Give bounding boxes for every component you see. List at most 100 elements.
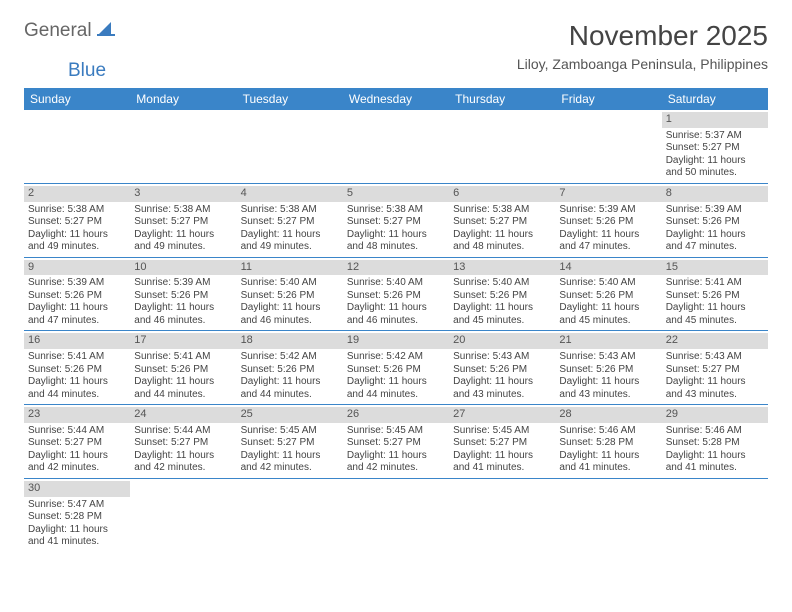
empty-cell <box>343 110 449 183</box>
day-details: Sunrise: 5:39 AM Sunset: 5:26 PM Dayligh… <box>28 277 126 327</box>
day-cell: 20Sunrise: 5:43 AM Sunset: 5:26 PM Dayli… <box>449 331 555 404</box>
day-cell: 30Sunrise: 5:47 AM Sunset: 5:28 PM Dayli… <box>24 479 130 552</box>
week-row: 16Sunrise: 5:41 AM Sunset: 5:26 PM Dayli… <box>24 331 768 405</box>
day-details: Sunrise: 5:46 AM Sunset: 5:28 PM Dayligh… <box>666 425 764 475</box>
day-header-saturday: Saturday <box>662 88 768 110</box>
day-details: Sunrise: 5:40 AM Sunset: 5:26 PM Dayligh… <box>559 277 657 327</box>
day-header-monday: Monday <box>130 88 236 110</box>
day-details: Sunrise: 5:39 AM Sunset: 5:26 PM Dayligh… <box>666 204 764 254</box>
day-cell: 29 Sunrise: 5:46 AM Sunset: 5:28 PM Dayli… <box>662 405 768 478</box>
day-header-thursday: Thursday <box>449 88 555 110</box>
day-number: 3 <box>130 186 236 202</box>
day-number: 16 <box>24 333 130 349</box>
week-row: 9Sunrise: 5:39 AM Sunset: 5:26 PM Daylig… <box>24 258 768 332</box>
day-cell: 26 Sunrise: 5:45 AM Sunset: 5:27 PM Dayli… <box>343 405 449 478</box>
day-header-row: SundayMondayTuesdayWednesdayThursdayFrid… <box>24 88 768 110</box>
empty-cell <box>237 110 343 183</box>
day-cell: 23Sunrise: 5:44 AM Sunset: 5:27 PM Dayli… <box>24 405 130 478</box>
day-number: 5 <box>343 186 449 202</box>
day-details: Sunrise: 5:45 AM Sunset: 5:27 PM Dayligh… <box>347 425 445 475</box>
day-number: 6 <box>449 186 555 202</box>
empty-cell <box>24 110 130 183</box>
day-details: Sunrise: 5:45 AM Sunset: 5:27 PM Dayligh… <box>241 425 339 475</box>
day-details: Sunrise: 5:44 AM Sunset: 5:27 PM Dayligh… <box>134 425 232 475</box>
day-cell: 10Sunrise: 5:39 AM Sunset: 5:26 PM Dayli… <box>130 258 236 331</box>
day-number: 2 <box>24 186 130 202</box>
day-number: 26 <box>343 407 449 423</box>
day-number: 1 <box>662 112 768 128</box>
day-details: Sunrise: 5:38 AM Sunset: 5:27 PM Dayligh… <box>241 204 339 254</box>
day-cell: 1 Sunrise: 5:37 AM Sunset: 5:27 PM Daylig… <box>662 110 768 183</box>
day-details: Sunrise: 5:40 AM Sunset: 5:26 PM Dayligh… <box>453 277 551 327</box>
day-details: Sunrise: 5:41 AM Sunset: 5:26 PM Dayligh… <box>666 277 764 327</box>
day-number: 14 <box>555 260 661 276</box>
day-details: Sunrise: 5:39 AM Sunset: 5:26 PM Dayligh… <box>134 277 232 327</box>
day-cell: 13Sunrise: 5:40 AM Sunset: 5:26 PM Dayli… <box>449 258 555 331</box>
day-cell: 15Sunrise: 5:41 AM Sunset: 5:26 PM Dayli… <box>662 258 768 331</box>
logo: General <box>24 20 119 42</box>
day-details: Sunrise: 5:42 AM Sunset: 5:26 PM Dayligh… <box>241 351 339 401</box>
day-number: 19 <box>343 333 449 349</box>
empty-cell <box>555 110 661 183</box>
week-row: 2Sunrise: 5:38 AM Sunset: 5:27 PM Daylig… <box>24 184 768 258</box>
day-details: Sunrise: 5:38 AM Sunset: 5:27 PM Dayligh… <box>28 204 126 254</box>
day-number: 27 <box>449 407 555 423</box>
day-number: 15 <box>662 260 768 276</box>
day-details: Sunrise: 5:40 AM Sunset: 5:26 PM Dayligh… <box>347 277 445 327</box>
day-cell: 28 Sunrise: 5:46 AM Sunset: 5:28 PM Dayli… <box>555 405 661 478</box>
day-header-wednesday: Wednesday <box>343 88 449 110</box>
empty-cell <box>130 110 236 183</box>
day-details: Sunrise: 5:43 AM Sunset: 5:26 PM Dayligh… <box>559 351 657 401</box>
day-number: 29 <box>662 407 768 423</box>
day-number: 4 <box>237 186 343 202</box>
day-number: 13 <box>449 260 555 276</box>
empty-cell <box>449 110 555 183</box>
day-details: Sunrise: 5:43 AM Sunset: 5:27 PM Dayligh… <box>666 351 764 401</box>
day-cell: 8 Sunrise: 5:39 AM Sunset: 5:26 PM Daylig… <box>662 184 768 257</box>
day-header-friday: Friday <box>555 88 661 110</box>
day-number: 22 <box>662 333 768 349</box>
day-number: 9 <box>24 260 130 276</box>
empty-cell <box>343 479 449 552</box>
day-details: Sunrise: 5:39 AM Sunset: 5:26 PM Dayligh… <box>559 204 657 254</box>
day-cell: 24 Sunrise: 5:44 AM Sunset: 5:27 PM Dayli… <box>130 405 236 478</box>
day-details: Sunrise: 5:38 AM Sunset: 5:27 PM Dayligh… <box>134 204 232 254</box>
day-details: Sunrise: 5:46 AM Sunset: 5:28 PM Dayligh… <box>559 425 657 475</box>
week-row: 23Sunrise: 5:44 AM Sunset: 5:27 PM Dayli… <box>24 405 768 479</box>
empty-cell <box>237 479 343 552</box>
day-details: Sunrise: 5:42 AM Sunset: 5:26 PM Dayligh… <box>347 351 445 401</box>
day-details: Sunrise: 5:40 AM Sunset: 5:26 PM Dayligh… <box>241 277 339 327</box>
day-details: Sunrise: 5:38 AM Sunset: 5:27 PM Dayligh… <box>347 204 445 254</box>
day-cell: 2 Sunrise: 5:38 AM Sunset: 5:27 PM Daylig… <box>24 184 130 257</box>
day-cell: 4 Sunrise: 5:38 AM Sunset: 5:27 PM Daylig… <box>237 184 343 257</box>
day-number: 25 <box>237 407 343 423</box>
day-cell: 6Sunrise: 5:38 AM Sunset: 5:27 PM Daylig… <box>449 184 555 257</box>
day-cell: 22 Sunrise: 5:43 AM Sunset: 5:27 PM Dayli… <box>662 331 768 404</box>
day-number: 30 <box>24 481 130 497</box>
calendar-page: General November 2025 Liloy, Zamboanga P… <box>0 0 792 572</box>
day-cell: 9Sunrise: 5:39 AM Sunset: 5:26 PM Daylig… <box>24 258 130 331</box>
month-title: November 2025 <box>517 20 768 52</box>
week-row: 30Sunrise: 5:47 AM Sunset: 5:28 PM Dayli… <box>24 479 768 552</box>
day-cell: 16Sunrise: 5:41 AM Sunset: 5:26 PM Dayli… <box>24 331 130 404</box>
day-cell: 18Sunrise: 5:42 AM Sunset: 5:26 PM Dayli… <box>237 331 343 404</box>
empty-cell <box>130 479 236 552</box>
logo-sail-icon <box>97 20 117 42</box>
day-number: 17 <box>130 333 236 349</box>
day-details: Sunrise: 5:37 AM Sunset: 5:27 PM Dayligh… <box>666 130 764 180</box>
day-details: Sunrise: 5:44 AM Sunset: 5:27 PM Dayligh… <box>28 425 126 475</box>
day-number: 20 <box>449 333 555 349</box>
day-cell: 19 Sunrise: 5:42 AM Sunset: 5:26 PM Dayli… <box>343 331 449 404</box>
day-details: Sunrise: 5:45 AM Sunset: 5:27 PM Dayligh… <box>453 425 551 475</box>
day-number: 24 <box>130 407 236 423</box>
day-cell: 12Sunrise: 5:40 AM Sunset: 5:26 PM Dayli… <box>343 258 449 331</box>
day-number: 8 <box>662 186 768 202</box>
logo-text-general: General <box>24 20 92 42</box>
day-cell: 7Sunrise: 5:39 AM Sunset: 5:26 PM Daylig… <box>555 184 661 257</box>
empty-cell <box>555 479 661 552</box>
day-cell: 27 Sunrise: 5:45 AM Sunset: 5:27 PM Dayli… <box>449 405 555 478</box>
day-cell: 5 Sunrise: 5:38 AM Sunset: 5:27 PM Daylig… <box>343 184 449 257</box>
day-cell: 3 Sunrise: 5:38 AM Sunset: 5:27 PM Daylig… <box>130 184 236 257</box>
day-cell: 25 Sunrise: 5:45 AM Sunset: 5:27 PM Dayli… <box>237 405 343 478</box>
day-number: 28 <box>555 407 661 423</box>
